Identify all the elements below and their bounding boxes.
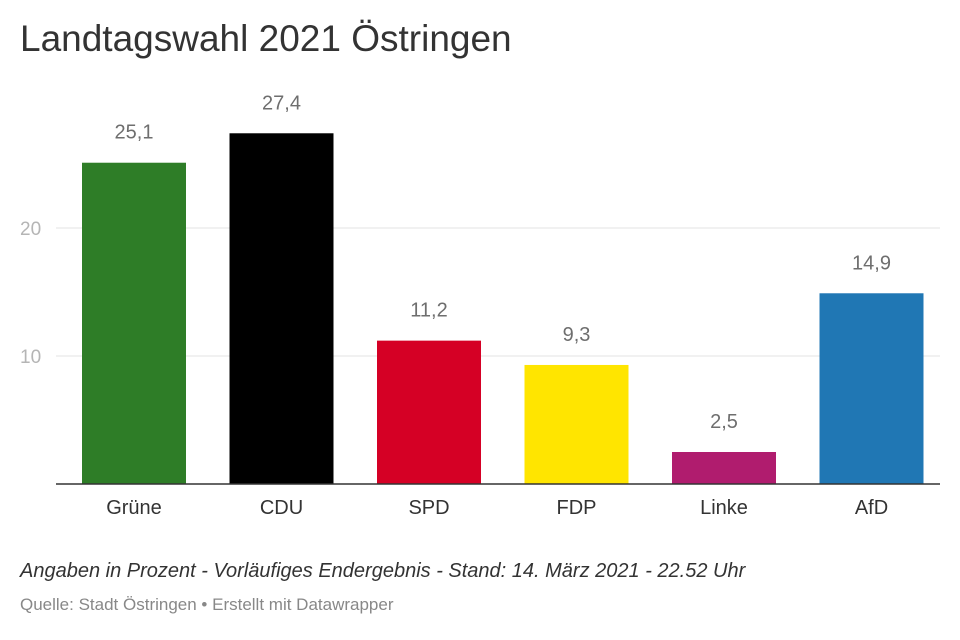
bar bbox=[82, 162, 186, 484]
bar bbox=[524, 364, 629, 484]
bar-value-label: 14,9 bbox=[852, 252, 891, 274]
chart-title: Landtagswahl 2021 Östringen bbox=[20, 18, 512, 59]
x-tick-label: CDU bbox=[260, 497, 303, 519]
chart-source: Quelle: Stadt Östringen • Erstellt mit D… bbox=[20, 595, 394, 614]
bar-value-label: 25,1 bbox=[115, 122, 154, 144]
y-tick-label: 20 bbox=[20, 219, 41, 240]
bar-value-label: 27,4 bbox=[262, 92, 301, 114]
bar-value-label: 11,2 bbox=[410, 300, 447, 322]
x-tick-label: Linke bbox=[700, 497, 748, 519]
bar bbox=[819, 293, 924, 484]
y-tick-label: 10 bbox=[20, 347, 41, 368]
bar-value-label: 2,5 bbox=[710, 411, 738, 433]
x-tick-label: AfD bbox=[855, 497, 888, 519]
bar bbox=[229, 133, 334, 484]
x-tick-label: FDP bbox=[557, 497, 597, 519]
x-tick-label: Grüne bbox=[106, 497, 162, 519]
x-tick-label: SPD bbox=[408, 497, 449, 519]
bar-value-label: 9,3 bbox=[563, 324, 591, 346]
bar bbox=[377, 340, 481, 484]
bar bbox=[672, 452, 776, 484]
chart-notes: Angaben in Prozent - Vorläufiges Enderge… bbox=[20, 560, 746, 582]
